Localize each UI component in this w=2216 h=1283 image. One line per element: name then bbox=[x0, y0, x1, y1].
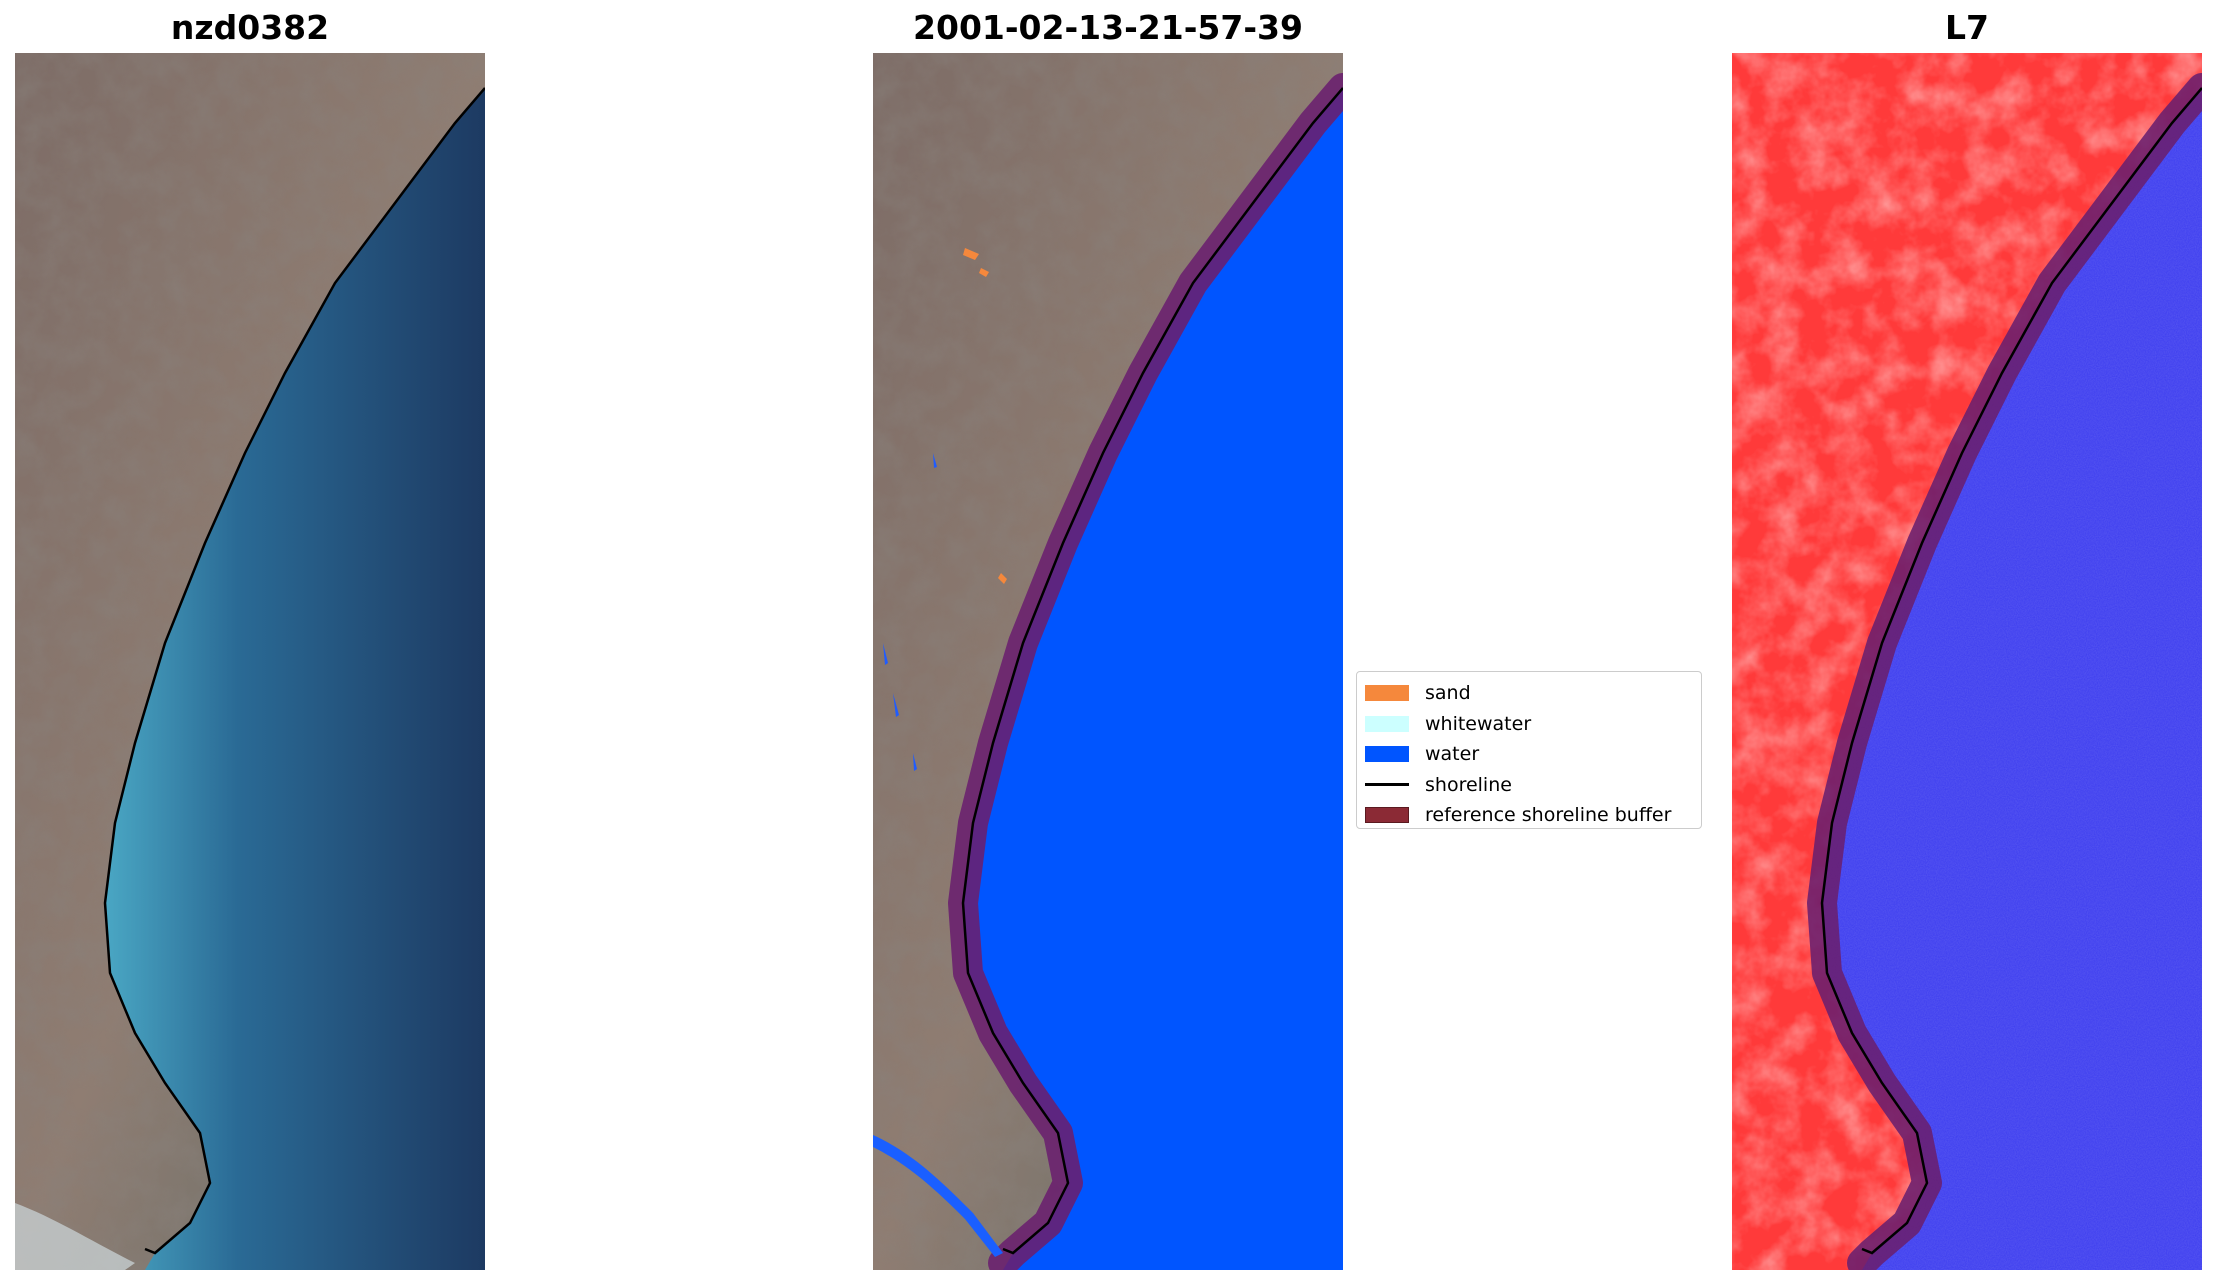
shoreline-swatch bbox=[1365, 783, 1409, 787]
rgb-image-panel bbox=[15, 53, 485, 1270]
legend-item-whitewater: whitewater bbox=[1365, 709, 1693, 740]
water-class-river bbox=[873, 1135, 1003, 1257]
legend-item-water: water bbox=[1365, 739, 1693, 770]
panel-title-left: nzd0382 bbox=[170, 8, 330, 47]
sea-area bbox=[105, 88, 485, 1270]
river-mouth bbox=[15, 1203, 135, 1270]
nir-image-panel bbox=[1732, 53, 2202, 1270]
legend-label: water bbox=[1425, 743, 1480, 766]
shoreline bbox=[1820, 87, 2202, 1255]
legend-label: sand bbox=[1425, 682, 1471, 705]
buffer-swatch bbox=[1365, 807, 1409, 824]
legend-label: reference shoreline buffer bbox=[1425, 804, 1672, 827]
legend-label: shoreline bbox=[1425, 773, 1512, 796]
panel-title-center: 2001-02-13-21-57-39 bbox=[913, 8, 1303, 47]
rgb-satellite-image bbox=[15, 53, 485, 1270]
sand-swatch bbox=[1365, 685, 1409, 702]
classified-image-panel bbox=[873, 53, 1343, 1270]
legend-item-shoreline: shoreline bbox=[1365, 770, 1693, 801]
whitewater-swatch bbox=[1365, 715, 1409, 732]
legend-item-reference-shoreline-buffer: reference shoreline buffer bbox=[1365, 800, 1693, 831]
legend: sand whitewater water shoreline referenc… bbox=[1356, 671, 1702, 829]
shoreline bbox=[961, 87, 1343, 1255]
water-swatch bbox=[1365, 746, 1409, 763]
nir-false-color-image bbox=[1732, 53, 2202, 1270]
classified-image bbox=[873, 53, 1343, 1270]
water-texture bbox=[1822, 88, 2202, 1270]
legend-label: whitewater bbox=[1425, 712, 1532, 735]
legend-item-sand: sand bbox=[1365, 678, 1693, 709]
shoreline bbox=[103, 87, 485, 1255]
water-class bbox=[963, 88, 1343, 1270]
panel-title-right: L7 bbox=[1945, 8, 1989, 47]
